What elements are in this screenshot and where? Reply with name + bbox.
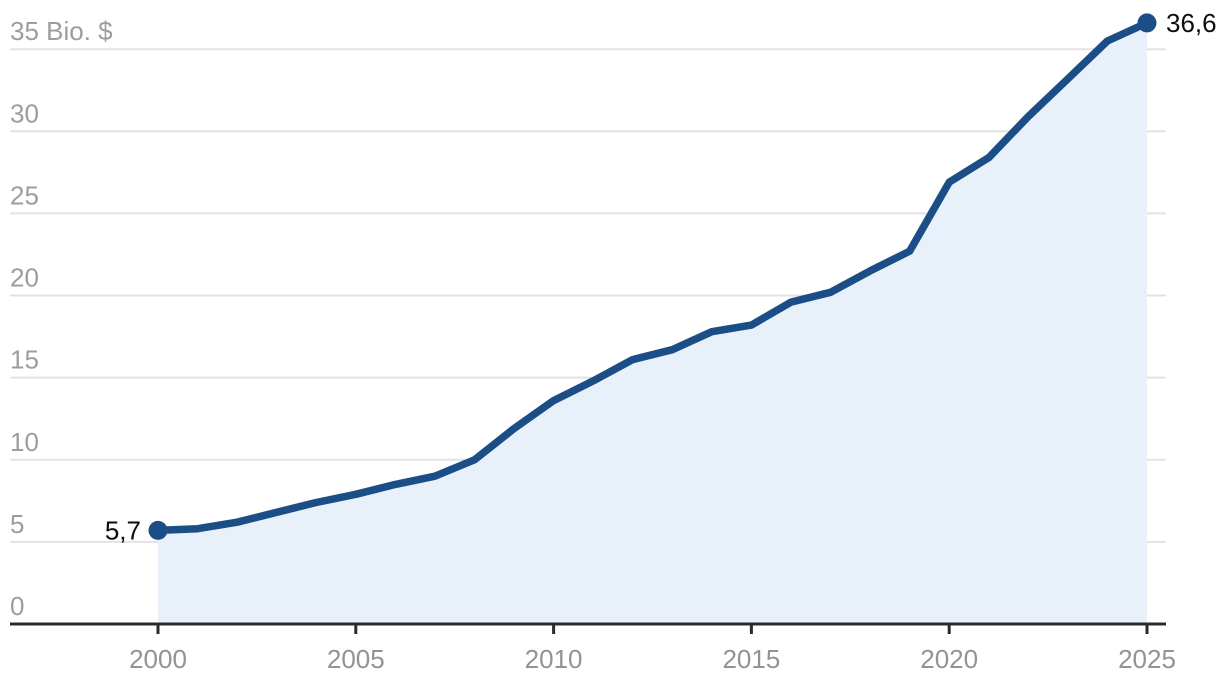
x-tick-label-2000: 2000 — [129, 644, 187, 674]
line-group — [154, 19, 1151, 535]
first-point-label: 5,7 — [105, 515, 141, 545]
area-fill — [158, 22, 1147, 624]
gridlines-group — [10, 48, 1166, 543]
y-tick-label-5: 5 — [10, 509, 24, 539]
endpoint-markers-group — [148, 13, 1157, 540]
data-line — [154, 19, 1151, 535]
y-tick-label-20: 20 — [10, 263, 39, 293]
last-point-label: 36,6 — [1166, 8, 1217, 38]
y-tick-label-15: 15 — [10, 345, 39, 375]
y-tick-label-10: 10 — [10, 427, 39, 457]
x-tick-label-2015: 2015 — [722, 644, 780, 674]
y-tick-label-25: 25 — [10, 180, 39, 210]
x-axis-group: 2000 2005 2010 2015 2020 2025 — [10, 622, 1176, 674]
y-tick-label-35: 35 Bio. $ — [10, 16, 113, 46]
first-point-marker — [148, 520, 168, 540]
y-axis-labels-group: 0 5 10 15 20 25 30 35 Bio. $ — [10, 16, 113, 621]
last-point-marker — [1137, 13, 1157, 33]
x-tick-label-2025: 2025 — [1118, 644, 1176, 674]
x-tick-label-2020: 2020 — [920, 644, 978, 674]
x-tick-label-2005: 2005 — [327, 644, 385, 674]
x-tick-label-2010: 2010 — [525, 644, 583, 674]
y-tick-label-0: 0 — [10, 591, 24, 621]
area-fill-group — [158, 22, 1147, 624]
y-tick-label-30: 30 — [10, 98, 39, 128]
point-labels-group: 5,7 36,6 — [105, 8, 1217, 545]
